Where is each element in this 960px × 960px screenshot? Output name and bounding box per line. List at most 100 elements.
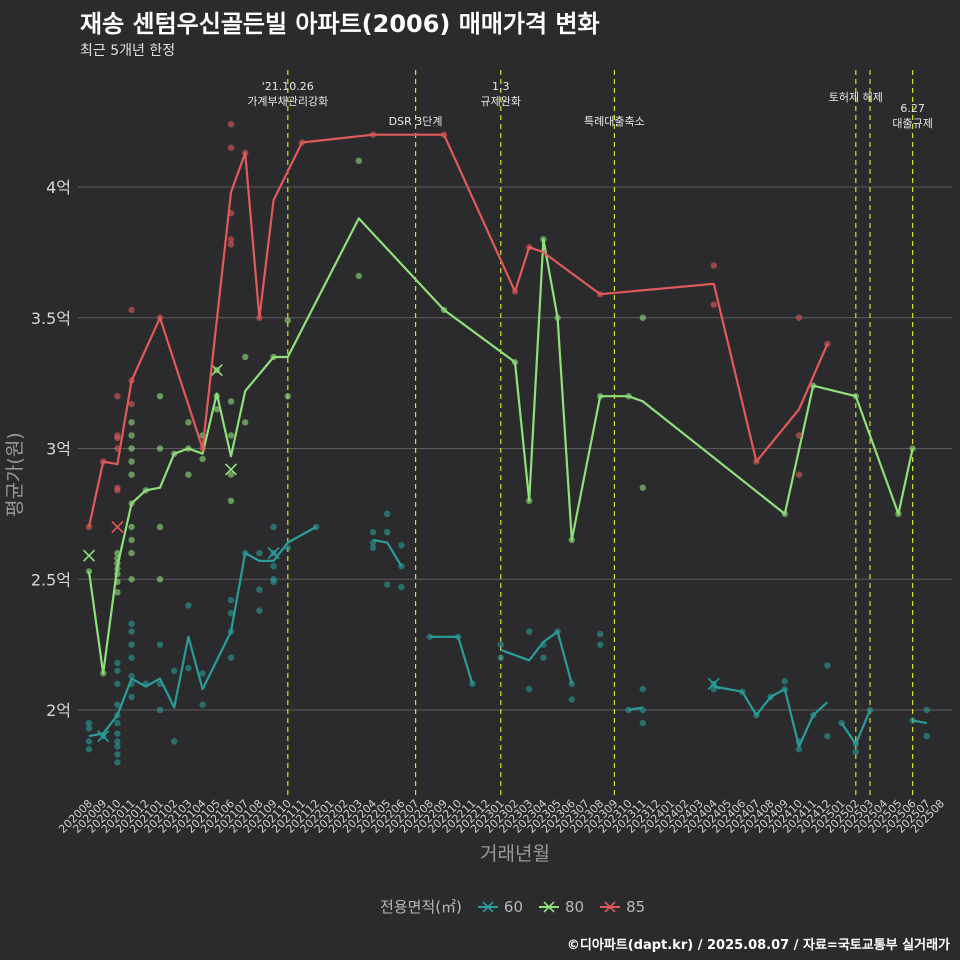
point-80 (128, 523, 135, 531)
point-60 (171, 667, 178, 674)
point-60 (128, 628, 135, 635)
point-60 (597, 630, 604, 638)
point-60 (85, 738, 93, 745)
point-80 (355, 157, 362, 165)
legend-key-80-icon (539, 900, 559, 913)
cross-60 (97, 730, 110, 743)
cross-80 (210, 363, 223, 377)
series-line-60 (88, 525, 927, 748)
chart-title: 재송 센텀우신골든빌 아파트(2006) 매매가격 변화 (80, 10, 600, 38)
point-60 (270, 562, 277, 570)
point-80 (156, 445, 164, 452)
point-60 (85, 746, 93, 753)
legend-title: 전용면적(㎡) (380, 898, 462, 916)
y-tick-label: 2억 (46, 701, 71, 720)
point-60 (185, 602, 192, 609)
point-60 (369, 528, 377, 536)
point-80 (128, 576, 135, 583)
y-axis-title: 평균가(원) (4, 432, 26, 517)
point-85 (795, 471, 803, 478)
series-line-85 (87, 133, 829, 528)
event-label: 토허제 해제 (829, 90, 883, 104)
point-80 (242, 419, 249, 426)
legend-item-60: 60 (477, 897, 523, 916)
point-85 (795, 314, 803, 321)
point-85 (128, 306, 135, 314)
point-60 (114, 738, 121, 745)
point-85 (227, 236, 235, 243)
legend-key-60-icon (477, 900, 498, 913)
point-80 (242, 353, 249, 361)
point-60 (156, 641, 164, 648)
point-60 (114, 751, 121, 758)
point-60 (114, 667, 121, 674)
point-85 (114, 393, 121, 400)
point-85 (128, 400, 135, 408)
point-60 (128, 620, 135, 627)
point-85 (85, 523, 93, 531)
point-60 (114, 730, 121, 737)
point-60 (85, 725, 93, 732)
point-60 (114, 719, 121, 727)
point-60 (114, 680, 121, 688)
point-60 (156, 706, 164, 714)
point-60 (256, 607, 263, 614)
event-label: '21.10.26 가계부채관리강화 (247, 80, 328, 108)
y-tick-label: 2.5억 (31, 570, 71, 589)
legend-label-60: 60 (503, 897, 523, 916)
point-85 (227, 144, 235, 151)
point-60 (497, 654, 504, 661)
legend-label-85: 85 (626, 897, 646, 916)
point-60 (909, 717, 916, 724)
point-80 (639, 484, 646, 491)
point-60 (639, 719, 646, 727)
point-60 (114, 659, 121, 667)
event-label: DSR 3단계 (389, 115, 443, 128)
point-60 (199, 670, 206, 677)
point-60 (171, 738, 178, 745)
point-80 (227, 471, 235, 478)
point-80 (227, 497, 235, 504)
point-80 (284, 393, 291, 400)
point-60 (923, 706, 930, 714)
point-80 (128, 471, 135, 478)
point-60 (795, 746, 803, 753)
point-60 (497, 641, 504, 648)
point-80 (156, 576, 164, 583)
point-60 (384, 528, 391, 536)
point-60 (256, 586, 263, 593)
point-60 (128, 654, 135, 661)
legend-label-80: 80 (565, 897, 585, 916)
point-60 (114, 759, 121, 766)
event-label: 6.27 대출규제 (892, 102, 932, 130)
point-60 (526, 685, 533, 693)
point-80 (128, 445, 135, 452)
point-60 (128, 672, 135, 680)
point-80 (128, 549, 135, 557)
point-60 (781, 678, 788, 685)
point-80 (639, 314, 646, 321)
point-60 (852, 748, 859, 756)
point-60 (526, 628, 533, 635)
point-60 (384, 581, 391, 588)
point-60 (85, 719, 93, 727)
point-60 (540, 654, 547, 661)
point-60 (185, 664, 192, 672)
point-60 (384, 510, 391, 518)
point-80 (355, 272, 362, 280)
point-80 (284, 317, 291, 324)
y-tick-label: 3억 (46, 440, 71, 459)
point-60 (369, 544, 377, 552)
point-85 (114, 432, 121, 439)
point-60 (270, 576, 277, 583)
point-85 (710, 262, 717, 269)
point-60 (923, 732, 930, 740)
cross-80 (82, 549, 96, 562)
legend-item-80: 80 (539, 898, 584, 916)
legend-key-85-icon (600, 900, 621, 913)
point-60 (128, 641, 135, 648)
point-60 (199, 701, 206, 708)
point-80 (213, 406, 220, 413)
source-caption: ©디아파트(dapt.kr) / 2025.08.07 / 자료=국토교통부 실… (566, 938, 950, 953)
